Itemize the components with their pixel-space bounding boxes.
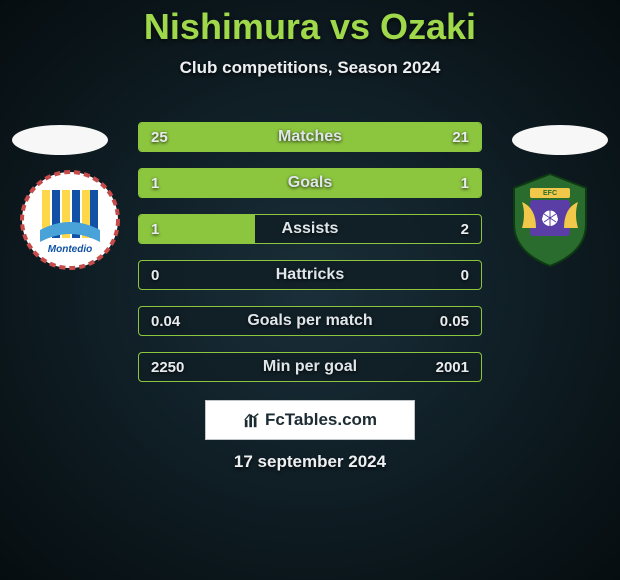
stat-row: 0.04 Goals per match 0.05 (138, 306, 482, 336)
stat-row: 2250 Min per goal 2001 (138, 352, 482, 382)
stat-bars: 25 Matches 21 1 Goals 1 1 Assists 2 0 Ha… (138, 122, 482, 382)
page-title: Nishimura vs Ozaki (0, 0, 620, 48)
stat-label: Assists (139, 215, 481, 243)
team-badge-left: Montedio (20, 170, 120, 270)
montedio-icon: Montedio (20, 170, 120, 270)
stat-row: 0 Hattricks 0 (138, 260, 482, 290)
stat-value-right: 0.05 (440, 307, 469, 335)
footer-date: 17 september 2024 (0, 452, 620, 472)
stat-value-right: 21 (452, 123, 469, 151)
stat-row: 25 Matches 21 (138, 122, 482, 152)
stat-label: Hattricks (139, 261, 481, 289)
stat-value-right: 1 (461, 169, 469, 197)
stat-value-right: 0 (461, 261, 469, 289)
branding-box[interactable]: FcTables.com (205, 400, 415, 440)
stat-label: Goals per match (139, 307, 481, 335)
page-subtitle: Club competitions, Season 2024 (0, 58, 620, 78)
branding-logo: FcTables.com (243, 410, 377, 430)
ehime-fc-icon: EFC (500, 170, 600, 270)
svg-text:EFC: EFC (543, 190, 557, 197)
stat-value-right: 2001 (436, 353, 469, 381)
stat-label: Min per goal (139, 353, 481, 381)
stat-value-right: 2 (461, 215, 469, 243)
svg-text:Montedio: Montedio (48, 244, 92, 255)
stat-label: Goals (139, 169, 481, 197)
stat-row: 1 Goals 1 (138, 168, 482, 198)
side-ellipse-right (512, 125, 608, 155)
team-badge-right: EFC (500, 170, 600, 270)
branding-text: FcTables.com (265, 410, 377, 430)
stat-row: 1 Assists 2 (138, 214, 482, 244)
bar-chart-icon (243, 411, 261, 429)
side-ellipse-left (12, 125, 108, 155)
stat-label: Matches (139, 123, 481, 151)
